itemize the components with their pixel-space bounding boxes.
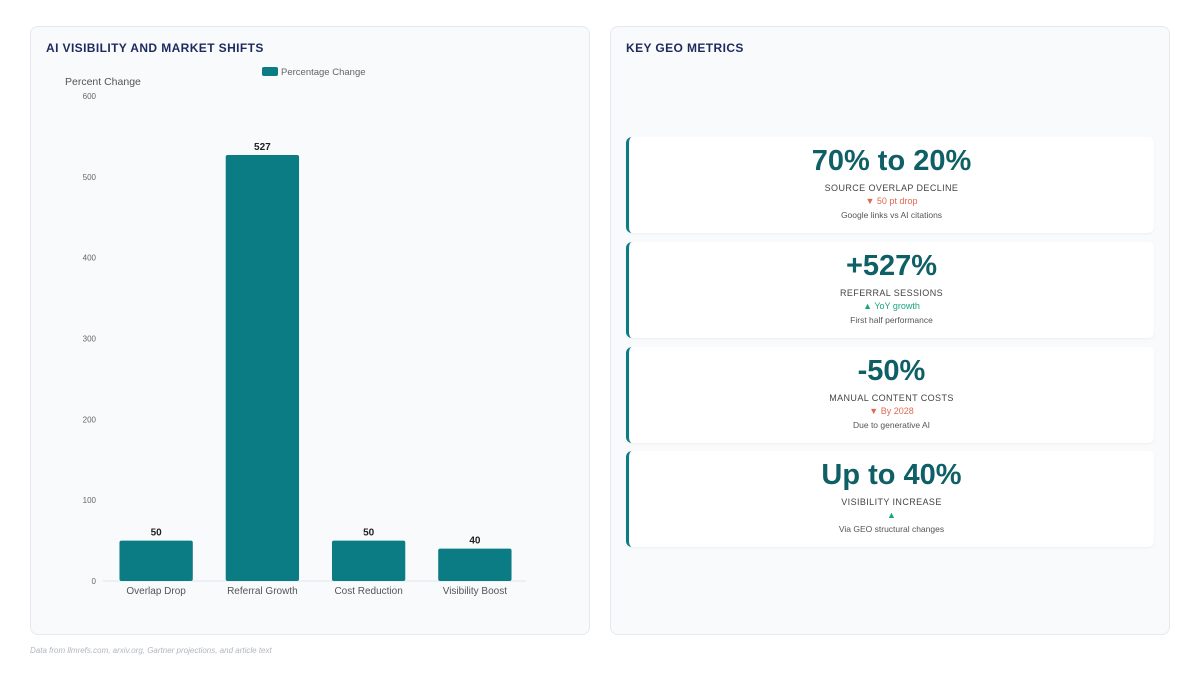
chart-panel-title: AI VISIBILITY AND MARKET SHIFTS xyxy=(46,41,264,55)
bar xyxy=(438,548,512,581)
data-label: 50 xyxy=(151,528,163,539)
metric-label: REFERRAL SESSIONS xyxy=(840,288,943,298)
metric-label: SOURCE OVERLAP DECLINE xyxy=(824,183,959,193)
legend-label: Percentage Change xyxy=(281,67,366,78)
y-tick-label: 200 xyxy=(83,415,97,424)
bar-chart: Percentage Change Percent Change 0 100 200 30… xyxy=(65,67,526,597)
metrics-panel-title: KEY GEO METRICS xyxy=(626,41,744,55)
metric-value: +527% xyxy=(845,250,938,282)
y-tick-label: 100 xyxy=(83,496,97,505)
y-tick-label: 600 xyxy=(83,92,97,101)
y-tick-label: 400 xyxy=(83,254,97,263)
metric-value: 70% to 20% xyxy=(811,145,972,177)
metric-label: VISIBILITY INCREASE xyxy=(841,497,942,507)
metric-value: -50% xyxy=(857,355,926,387)
legend-swatch xyxy=(262,67,278,76)
source-footnote: Data from llmrefs.com, arxiv.org, Gartne… xyxy=(30,646,272,655)
bar xyxy=(225,155,300,581)
metric-card-visibility: Up to 40% VISIBILITY INCREASE ▲ Via GEO … xyxy=(626,451,1154,547)
metric-card-overlap: 70% to 20% SOURCE OVERLAP DECLINE ▼ 50 p… xyxy=(626,137,1154,233)
metric-subtext: First half performance xyxy=(850,315,933,325)
data-label: 40 xyxy=(469,536,481,547)
x-tick-label: Referral Growth xyxy=(227,586,298,597)
metric-trend: ▼ By 2028 xyxy=(869,406,914,416)
metrics-panel: KEY GEO METRICS 70% to 20% SOURCE OVERLA… xyxy=(610,26,1170,635)
metric-subtext: Due to generative AI xyxy=(852,420,931,430)
x-tick-label: Visibility Boost xyxy=(443,586,508,597)
metric-trend: ▲ YoY growth xyxy=(863,301,920,311)
data-label: 527 xyxy=(254,142,271,153)
bar xyxy=(119,540,193,581)
y-tick-label: 300 xyxy=(83,335,97,344)
metric-label: MANUAL CONTENT COSTS xyxy=(829,393,954,403)
y-tick-label: 500 xyxy=(83,173,97,182)
bar xyxy=(331,540,406,581)
metric-value: Up to 40% xyxy=(821,459,962,491)
metric-trend: ▲ xyxy=(887,510,896,520)
x-tick-label: Overlap Drop xyxy=(126,586,186,597)
metric-card-referral: +527% REFERRAL SESSIONS ▲ YoY growth Fir… xyxy=(626,242,1154,338)
x-tick-label: Cost Reduction xyxy=(334,586,402,597)
data-label: 50 xyxy=(363,528,375,539)
y-axis-title: Percent Change xyxy=(65,76,141,88)
chart-panel: AI VISIBILITY AND MARKET SHIFTS Percenta… xyxy=(30,26,590,635)
metric-subtext: Google links vs AI citations xyxy=(840,210,943,220)
metric-card-costs: -50% MANUAL CONTENT COSTS ▼ By 2028 Due … xyxy=(626,347,1154,443)
metric-trend: ▼ 50 pt drop xyxy=(865,196,918,206)
metric-subtext: Via GEO structural changes xyxy=(838,524,945,534)
y-tick-label: 0 xyxy=(92,577,97,586)
